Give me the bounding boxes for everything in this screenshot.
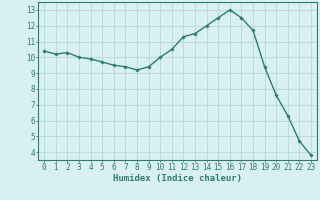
X-axis label: Humidex (Indice chaleur): Humidex (Indice chaleur) xyxy=(113,174,242,183)
